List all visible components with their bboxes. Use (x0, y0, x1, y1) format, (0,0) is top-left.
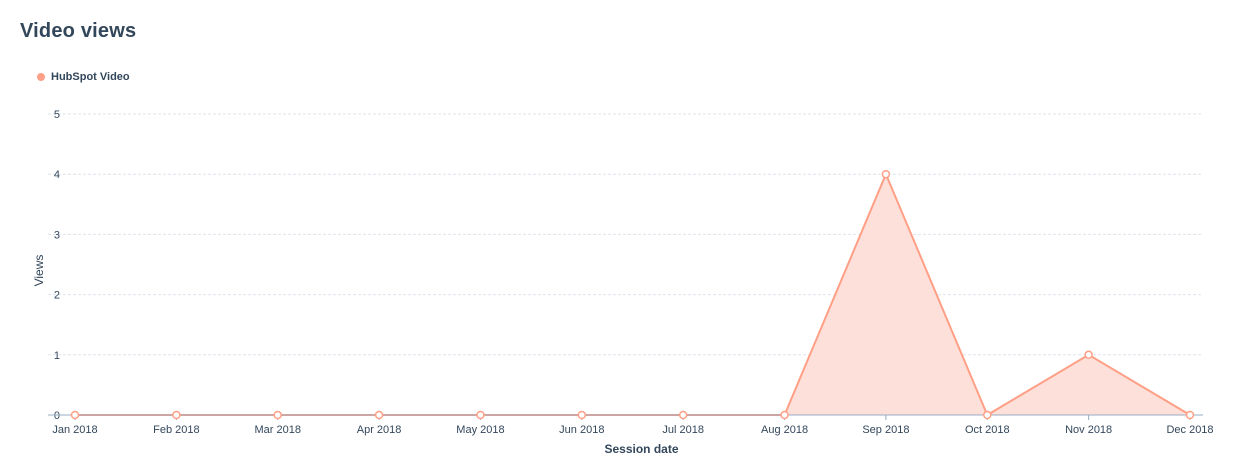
x-tick-label: Oct 2018 (965, 424, 1010, 436)
data-points (70, 169, 1195, 420)
y-tick-label: 0 (54, 410, 60, 422)
data-point[interactable] (374, 410, 384, 420)
x-tick-label: Apr 2018 (357, 424, 402, 436)
data-point[interactable] (476, 410, 485, 420)
y-tick-label: 2 (54, 290, 60, 302)
x-tick-label: Sep 2018 (862, 424, 909, 436)
area-series (75, 171, 1191, 417)
y-tick-label: 1 (54, 350, 60, 362)
data-point[interactable] (881, 169, 891, 179)
y-tick-label: 5 (54, 109, 60, 121)
x-tick-label: May 2018 (456, 424, 504, 436)
data-point[interactable] (1185, 410, 1195, 420)
legend-dot-icon (37, 73, 45, 81)
x-tick-label: Nov 2018 (1065, 424, 1112, 436)
y-axis-title: Views (32, 255, 46, 287)
data-point[interactable] (577, 410, 587, 420)
data-point[interactable] (273, 410, 282, 420)
data-point[interactable] (172, 410, 181, 420)
x-axis-title: Session date (604, 442, 678, 456)
grid-lines (48, 113, 1203, 356)
x-tick-label: Jan 2018 (52, 424, 97, 436)
y-tick-label: 4 (54, 169, 60, 181)
y-tick-label: 3 (54, 229, 60, 241)
x-tick-label: Jul 2018 (662, 424, 704, 436)
x-tick-label: Dec 2018 (1166, 424, 1213, 436)
data-point[interactable] (1084, 350, 1093, 360)
data-point[interactable] (780, 410, 789, 420)
x-tick-label: Aug 2018 (761, 424, 808, 436)
data-point[interactable] (678, 410, 688, 420)
series-area-fill (75, 174, 1190, 415)
data-point[interactable] (70, 410, 80, 420)
legend: HubSpot Video (37, 71, 130, 83)
chart-title: Video views (20, 20, 137, 42)
x-tick-label: Feb 2018 (153, 424, 199, 436)
axes: 0 1 2 3 4 5 Jan 2018 Feb 2018 Mar 2018 Apr 2018 Ma… (48, 109, 1214, 436)
legend-label[interactable]: HubSpot Video (51, 71, 130, 83)
data-point[interactable] (983, 410, 992, 420)
x-tick-label: Mar 2018 (254, 424, 300, 436)
x-tick-label: Jun 2018 (559, 424, 604, 436)
series-line (75, 171, 1191, 417)
